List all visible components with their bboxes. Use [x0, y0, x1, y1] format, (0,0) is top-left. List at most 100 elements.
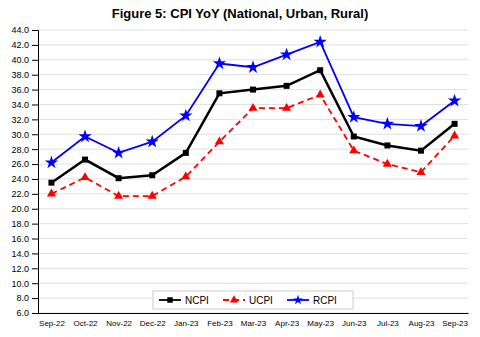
x-tick-label: Jul-23 — [377, 319, 399, 328]
grid-line — [38, 193, 468, 194]
y-tick: 14.0 — [11, 249, 38, 259]
y-tick: 28.0 — [11, 145, 38, 155]
y-tick: 20.0 — [11, 204, 38, 214]
y-tick-mark — [32, 149, 38, 150]
grid-line — [38, 134, 468, 135]
x-tick: Oct-22 — [74, 319, 99, 328]
x-tick-label: Apr-23 — [275, 319, 300, 328]
legend-item: NCPI — [159, 295, 209, 306]
y-tick-label: 36.0 — [11, 85, 29, 95]
y-tick: 32.0 — [11, 115, 38, 125]
point — [448, 94, 461, 107]
legend-label: NCPI — [185, 295, 209, 306]
point — [280, 48, 293, 61]
y-tick: 22.0 — [11, 189, 38, 199]
point — [282, 103, 291, 111]
y-tick-mark — [32, 30, 38, 31]
point — [146, 135, 159, 148]
point — [414, 119, 427, 132]
grid-line — [38, 164, 468, 165]
grid-line — [38, 283, 468, 284]
grid-line — [38, 268, 468, 269]
legend-marker — [167, 297, 172, 302]
y-tick: 6.0 — [16, 308, 38, 318]
chart: Figure 5: CPI YoY (National, Urban, Rura… — [0, 0, 480, 337]
series — [45, 35, 461, 168]
grid — [38, 30, 468, 313]
y-tick-label: 34.0 — [11, 100, 29, 110]
point — [216, 90, 222, 96]
point — [45, 156, 58, 169]
y-tick-mark — [32, 60, 38, 61]
x-tick-label: Jun-23 — [342, 319, 367, 328]
point — [381, 117, 394, 130]
y-tick: 12.0 — [11, 264, 38, 274]
y-tick-mark — [32, 313, 38, 314]
y-tick-mark — [32, 268, 38, 269]
point — [181, 171, 190, 179]
point — [317, 67, 323, 73]
y-tick-label: 24.0 — [11, 174, 29, 184]
point — [450, 130, 459, 138]
y-tick-label: 18.0 — [11, 219, 29, 229]
y-tick-mark — [32, 239, 38, 240]
x-tick: Sep-22 — [39, 319, 65, 328]
y-tick: 30.0 — [11, 130, 38, 140]
series — [47, 90, 459, 199]
y-tick-mark — [32, 298, 38, 299]
point — [314, 35, 327, 48]
y-tick-mark — [32, 179, 38, 180]
y-tick-label: 42.0 — [11, 40, 29, 50]
y-tick-mark — [32, 45, 38, 46]
y-tick-mark — [32, 119, 38, 120]
point — [80, 172, 89, 180]
y-tick: 26.0 — [11, 159, 38, 169]
y-tick-mark — [32, 283, 38, 284]
legend: NCPI UCPI RCPI — [153, 291, 353, 309]
marks — [45, 35, 461, 199]
x-tick: Jan-23 — [174, 319, 199, 328]
x-tick-label: Nov-22 — [106, 319, 132, 328]
legend-label: UCPI — [249, 295, 273, 306]
point — [248, 103, 257, 111]
x-tick-label: Oct-22 — [74, 319, 99, 328]
series — [48, 67, 457, 185]
y-tick-label: 20.0 — [11, 204, 29, 214]
x-tick-label: Feb-23 — [207, 319, 233, 328]
y-tick: 44.0 — [11, 25, 38, 35]
x-tick: Feb-23 — [207, 319, 233, 328]
grid-line — [38, 119, 468, 120]
y-tick-label: 28.0 — [11, 145, 29, 155]
point — [213, 57, 226, 70]
x-tick: Jul-23 — [377, 319, 399, 328]
point — [116, 175, 122, 181]
point — [183, 150, 189, 156]
point — [114, 191, 123, 199]
plot: 6.08.010.012.014.016.018.020.022.024.026… — [11, 25, 468, 327]
point — [112, 146, 125, 159]
grid-line — [38, 178, 468, 179]
y-tick-label: 14.0 — [11, 249, 29, 259]
x-tick: Mar-23 — [241, 319, 267, 328]
y-tick-mark — [32, 134, 38, 135]
point — [316, 90, 325, 98]
y-tick: 36.0 — [11, 85, 38, 95]
y-tick-mark — [32, 209, 38, 210]
y-tick: 38.0 — [11, 70, 38, 80]
y-tick: 10.0 — [11, 279, 38, 289]
y-tick: 42.0 — [11, 40, 38, 50]
y-tick-mark — [32, 194, 38, 195]
legend-item: RCPI — [287, 295, 337, 306]
x-tick: Apr-23 — [275, 319, 300, 328]
y-axis: 6.08.010.012.014.016.018.020.022.024.026… — [11, 25, 38, 318]
x-tick-label: Jan-23 — [174, 319, 199, 328]
title: Figure 5: CPI YoY (National, Urban, Rura… — [112, 6, 368, 21]
point — [384, 142, 390, 148]
y-tick: 16.0 — [11, 234, 38, 244]
point — [78, 129, 91, 142]
x-tick-label: Aug-23 — [409, 319, 435, 328]
line — [51, 42, 454, 163]
y-tick: 34.0 — [11, 100, 38, 110]
y-tick-label: 32.0 — [11, 115, 29, 125]
x-tick: May-23 — [307, 319, 334, 328]
